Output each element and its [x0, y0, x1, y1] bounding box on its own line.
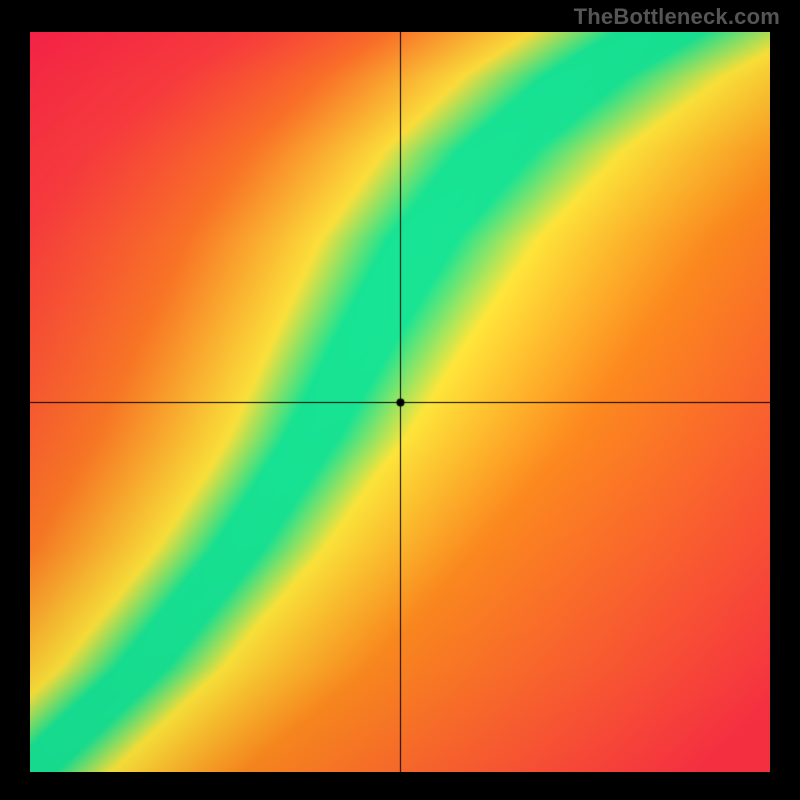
watermark-text: TheBottleneck.com: [574, 4, 780, 30]
chart-root: { "watermark": { "text": "TheBottleneck.…: [0, 0, 800, 800]
bottleneck-heatmap: [30, 32, 770, 772]
